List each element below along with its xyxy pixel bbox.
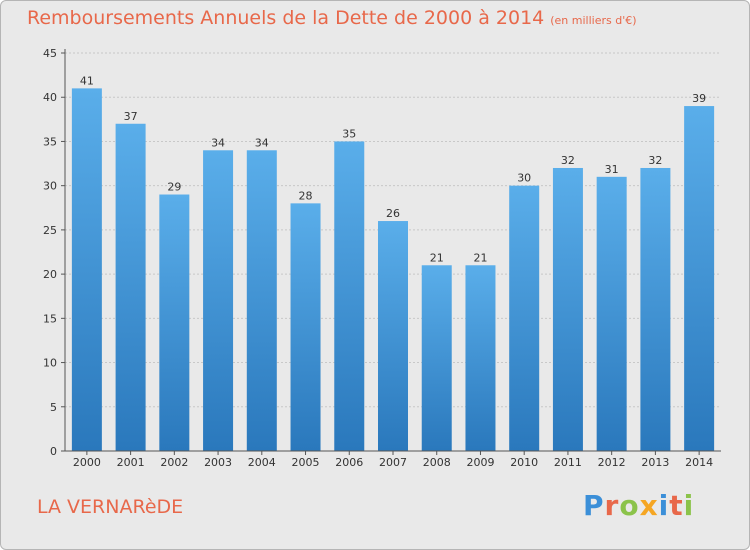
x-tick-label: 2003 [204, 456, 232, 469]
y-tick-label: 30 [43, 180, 57, 193]
logo-letter: P [583, 489, 605, 522]
data-label: 34 [255, 136, 269, 149]
x-tick-label: 2014 [685, 456, 713, 469]
bar [159, 194, 190, 451]
bar [203, 150, 234, 452]
chart-title: Remboursements Annuels de la Dette de 20… [27, 7, 637, 29]
bar [421, 265, 452, 451]
labels: 0 5 10 15 20 25 30 35 40 45 41 2000 37 2001 29 2002 34 20… [43, 47, 713, 469]
y-tick-label: 0 [50, 445, 57, 458]
y-tick-label: 25 [43, 224, 57, 237]
data-label: 41 [80, 74, 94, 87]
bar [640, 167, 671, 451]
data-label: 31 [605, 163, 619, 176]
bar [684, 106, 715, 452]
bar [334, 141, 365, 451]
data-label: 21 [473, 251, 487, 264]
logo-letter: i [658, 489, 670, 522]
logo-letter: x [639, 489, 659, 522]
bar [596, 176, 627, 452]
x-tick-label: 2006 [335, 456, 363, 469]
data-label: 29 [167, 181, 181, 194]
x-tick-label: 2001 [117, 456, 145, 469]
y-tick-label: 45 [43, 47, 57, 60]
logo-letter: o [619, 489, 640, 522]
bar [465, 265, 496, 451]
place-name: LA VERNARèDE [37, 496, 184, 518]
y-tick-label: 35 [43, 135, 57, 148]
chart-subtitle: (en milliers d'€) [550, 14, 637, 27]
x-tick-label: 2004 [248, 456, 276, 469]
data-label: 34 [211, 136, 225, 149]
bar [290, 203, 321, 451]
y-tick-label: 15 [43, 312, 57, 325]
data-label: 21 [430, 251, 444, 264]
y-tick-label: 10 [43, 357, 57, 370]
x-tick-label: 2012 [598, 456, 626, 469]
x-tick-label: 2005 [292, 456, 320, 469]
data-label: 26 [386, 207, 400, 220]
logo-letter: r [604, 489, 620, 522]
bar [378, 221, 408, 451]
data-label: 30 [517, 172, 531, 185]
data-label: 32 [561, 154, 575, 167]
x-tick-label: 2008 [423, 456, 451, 469]
bar [509, 185, 540, 451]
x-tick-label: 2009 [466, 456, 494, 469]
x-tick-label: 2011 [554, 456, 582, 469]
data-label: 39 [692, 92, 706, 105]
chart-title-text: Remboursements Annuels de la Dette de 20… [27, 7, 545, 29]
y-tick-label: 20 [43, 268, 57, 281]
axes [61, 49, 721, 455]
logo-letter: t [669, 489, 684, 522]
bar [115, 123, 146, 451]
data-label: 32 [648, 154, 662, 167]
data-label: 35 [342, 127, 356, 140]
proxiti-logo: Proxiti [583, 489, 694, 522]
bar [246, 150, 277, 452]
data-label: 28 [299, 189, 313, 202]
x-tick-label: 2013 [641, 456, 669, 469]
bar [552, 167, 583, 451]
logo-letter: i [683, 489, 695, 522]
x-tick-label: 2002 [160, 456, 188, 469]
y-tick-label: 5 [50, 401, 57, 414]
bar [71, 88, 102, 451]
y-tick-label: 40 [43, 91, 57, 104]
x-tick-label: 2007 [379, 456, 407, 469]
x-tick-label: 2010 [510, 456, 538, 469]
data-label: 37 [124, 110, 138, 123]
x-tick-label: 2000 [73, 456, 101, 469]
bars [71, 88, 715, 452]
